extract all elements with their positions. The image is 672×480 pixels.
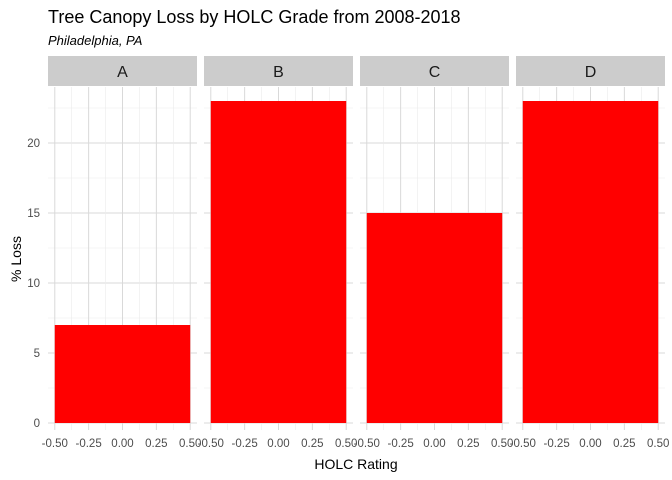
facet-strip-label: B <box>273 64 284 81</box>
facet-panels: A -0.50 -0.25 0.00 0.25 0.50 B -0.50 -0.25 0.00 0.… <box>42 56 669 450</box>
y-tick-label: 0 <box>34 418 40 430</box>
bar-a <box>54 325 191 423</box>
x-tick-label: -0.25 <box>544 438 570 450</box>
y-axis: 0 5 10 15 20 <box>27 138 40 430</box>
bar-c <box>366 213 503 423</box>
facet-strip <box>48 56 197 86</box>
chart-subtitle: Philadelphia, PA <box>48 33 142 48</box>
x-tick-label: 0.25 <box>457 438 479 450</box>
x-tick-label: 0.00 <box>423 438 445 450</box>
chart-title: Tree Canopy Loss by HOLC Grade from 2008… <box>48 7 461 27</box>
facet-strip <box>516 56 665 86</box>
x-tick-label: 0.50 <box>491 438 513 450</box>
facet-panel-c: C -0.50 -0.25 0.00 0.25 0.50 <box>354 56 513 450</box>
x-tick-label: 0.00 <box>267 438 289 450</box>
x-tick-label: -0.50 <box>42 438 68 450</box>
bar-b <box>210 101 347 423</box>
facet-strip-label: A <box>117 64 128 81</box>
x-tick-label: 0.00 <box>579 438 601 450</box>
y-tick-label: 10 <box>27 278 40 290</box>
y-tick-label: 15 <box>27 208 40 220</box>
x-tick-label: 0.25 <box>613 438 635 450</box>
y-tick-label: 5 <box>34 348 40 360</box>
x-tick-label: 0.50 <box>179 438 201 450</box>
x-axis-title: HOLC Rating <box>314 456 397 472</box>
facet-panel-b: B -0.50 -0.25 0.00 0.25 0.50 <box>198 56 357 450</box>
x-tick-label: -0.50 <box>510 438 536 450</box>
facet-panel-a: A -0.50 -0.25 0.00 0.25 0.50 <box>42 56 201 450</box>
x-tick-label: 0.25 <box>301 438 323 450</box>
facet-strip <box>204 56 353 86</box>
x-tick-label: 0.00 <box>111 438 133 450</box>
x-tick-label: -0.25 <box>388 438 414 450</box>
x-tick-label: 0.50 <box>647 438 669 450</box>
x-tick-label: 0.25 <box>145 438 167 450</box>
x-tick-label: 0.50 <box>335 438 357 450</box>
y-axis-title: % Loss <box>8 236 24 282</box>
facet-strip-label: C <box>429 64 441 81</box>
bar-d <box>522 101 659 423</box>
facet-strip-label: D <box>585 64 597 81</box>
facet-strip <box>360 56 509 86</box>
x-tick-label: -0.25 <box>76 438 102 450</box>
facet-panel-d: D -0.50 -0.25 0.00 0.25 0.50 <box>510 56 669 450</box>
y-tick-label: 20 <box>27 138 40 150</box>
x-tick-label: -0.25 <box>232 438 258 450</box>
x-tick-label: -0.50 <box>198 438 224 450</box>
x-tick-label: -0.50 <box>354 438 380 450</box>
